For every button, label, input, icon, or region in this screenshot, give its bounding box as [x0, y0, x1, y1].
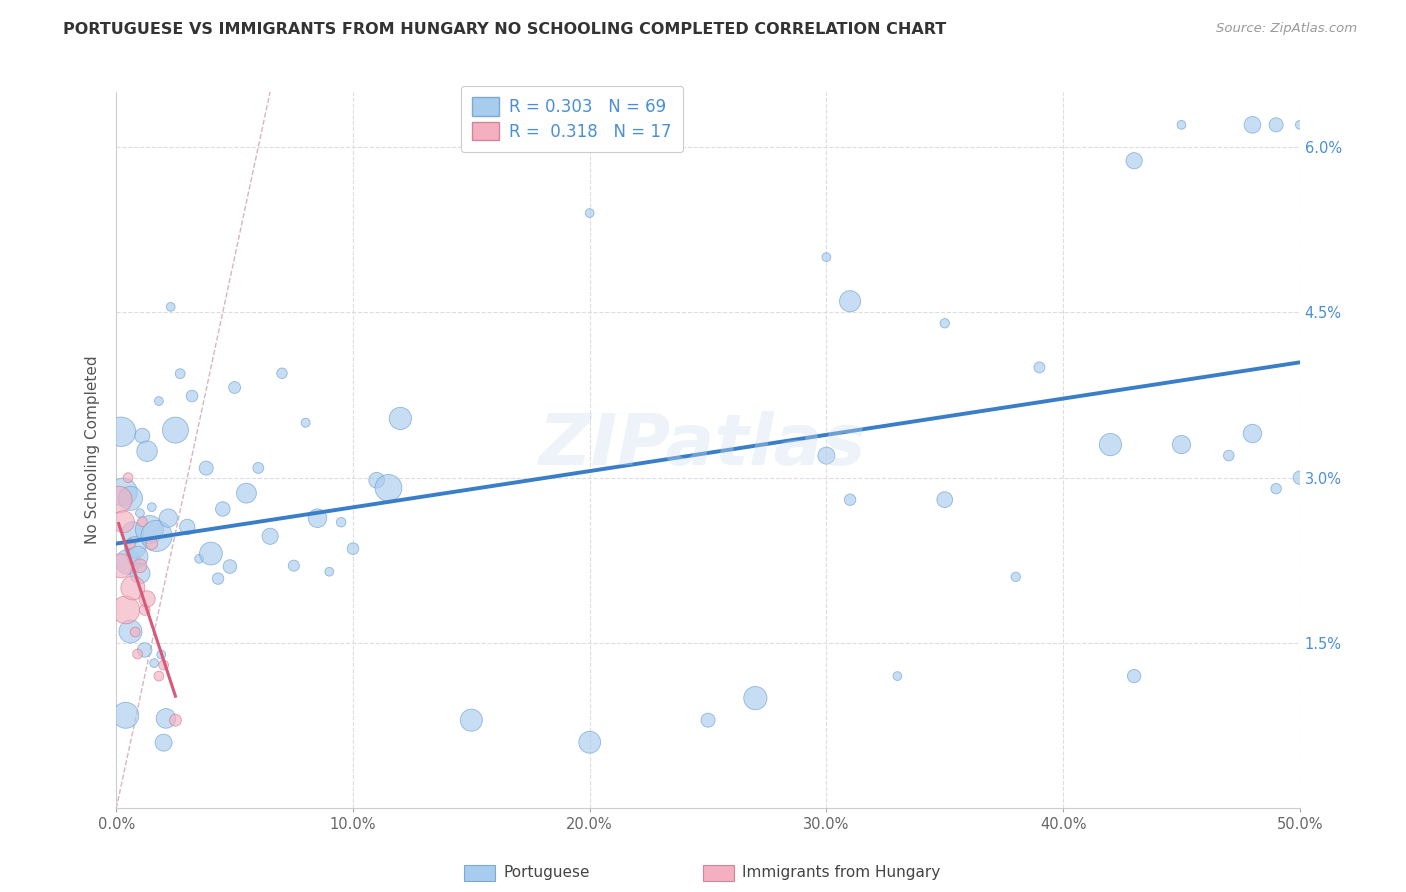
Point [1170, 118, 1192, 132]
Point [129, 558, 152, 573]
Point [1099, 437, 1122, 451]
Point [839, 294, 862, 309]
Point [134, 603, 156, 617]
Point [141, 537, 163, 551]
Point [307, 511, 329, 525]
Point [124, 541, 146, 555]
Point [114, 603, 136, 617]
Point [188, 551, 211, 566]
Point [157, 511, 180, 525]
Point [138, 523, 160, 537]
Point [377, 481, 399, 495]
Point [176, 520, 198, 534]
Point [1241, 426, 1264, 441]
Point [271, 366, 294, 380]
Point [1028, 360, 1050, 375]
Point [366, 473, 388, 487]
Point [110, 558, 132, 573]
Point [219, 559, 242, 574]
Point [169, 367, 191, 381]
Point [124, 624, 146, 639]
Point [107, 492, 129, 507]
Point [152, 736, 174, 750]
Point [934, 492, 956, 507]
Point [150, 648, 173, 662]
Point [1265, 118, 1288, 132]
Point [247, 461, 270, 475]
Point [318, 565, 340, 579]
Point [136, 591, 159, 606]
Point [389, 411, 412, 425]
Text: Portuguese: Portuguese [503, 865, 591, 880]
Point [181, 389, 204, 403]
Point [744, 691, 766, 706]
Point [143, 656, 166, 670]
Point [131, 515, 153, 529]
Point [1218, 449, 1240, 463]
Point [224, 380, 246, 394]
Point [131, 429, 153, 443]
Point [127, 647, 149, 661]
Point [121, 581, 143, 595]
Point [148, 394, 170, 409]
Point [294, 416, 316, 430]
Point [815, 250, 838, 264]
Point [342, 541, 364, 556]
Point [145, 529, 167, 543]
Text: Source: ZipAtlas.com: Source: ZipAtlas.com [1216, 22, 1357, 36]
Point [120, 624, 142, 639]
Point [141, 500, 163, 515]
Point [117, 555, 139, 569]
Point [120, 491, 142, 506]
Point [112, 485, 135, 500]
Point [578, 735, 600, 749]
Point [1170, 437, 1192, 451]
Point [112, 515, 135, 529]
Point [117, 470, 139, 484]
Text: ZIPatlas: ZIPatlas [540, 411, 866, 481]
Point [578, 206, 600, 220]
Point [200, 547, 222, 561]
Point [114, 708, 136, 723]
Point [697, 713, 720, 727]
Legend: R = 0.303   N = 69, R =  0.318   N = 17: R = 0.303 N = 69, R = 0.318 N = 17 [461, 86, 683, 153]
Point [235, 486, 257, 500]
Text: Immigrants from Hungary: Immigrants from Hungary [742, 865, 941, 880]
Point [129, 506, 152, 520]
Point [1265, 482, 1288, 496]
Point [259, 529, 281, 543]
Point [1004, 570, 1026, 584]
Point [148, 669, 170, 683]
Point [129, 566, 152, 581]
Point [283, 558, 305, 573]
Y-axis label: No Schooling Completed: No Schooling Completed [86, 356, 100, 544]
Point [121, 525, 143, 540]
Point [165, 423, 187, 437]
Point [1241, 118, 1264, 132]
Point [127, 549, 149, 564]
Point [815, 449, 838, 463]
Point [934, 316, 956, 330]
Point [460, 713, 482, 727]
Text: PORTUGUESE VS IMMIGRANTS FROM HUNGARY NO SCHOOLING COMPLETED CORRELATION CHART: PORTUGUESE VS IMMIGRANTS FROM HUNGARY NO… [63, 22, 946, 37]
Point [134, 643, 156, 657]
Point [152, 658, 174, 673]
Point [839, 492, 862, 507]
Point [207, 572, 229, 586]
Point [1123, 669, 1146, 683]
Point [1123, 153, 1146, 168]
Point [330, 515, 353, 529]
Point [155, 711, 177, 725]
Point [195, 461, 218, 475]
Point [110, 425, 132, 439]
Point [886, 669, 908, 683]
Point [1288, 470, 1310, 484]
Point [165, 713, 187, 727]
Point [136, 444, 159, 458]
Point [120, 537, 142, 551]
Point [159, 300, 181, 314]
Point [1288, 118, 1310, 132]
Point [211, 502, 233, 516]
